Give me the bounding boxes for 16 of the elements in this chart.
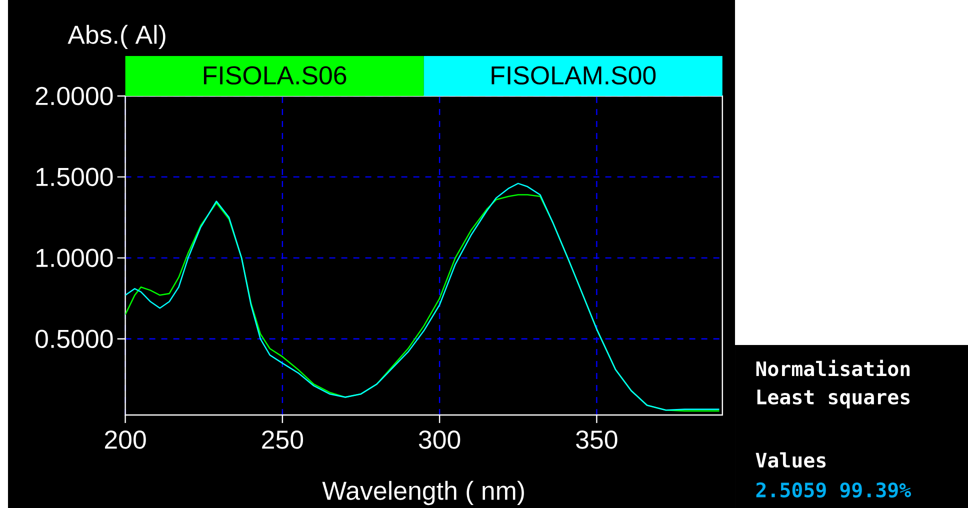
text: Values xyxy=(756,452,826,468)
text: Normalisation xyxy=(756,360,910,376)
y-tick-label: 1.0000 xyxy=(36,248,113,268)
x-axis-title: Wavelength ( nm) xyxy=(322,480,524,506)
x-tick-label: 200 xyxy=(104,430,146,449)
y-axis-title: Abs.( Al) xyxy=(68,24,166,50)
text: FISOLAM.S00 xyxy=(492,66,656,85)
x-tick-label: 350 xyxy=(576,430,618,449)
text: Least squares xyxy=(757,390,910,408)
text: FISOLA.S06 xyxy=(204,66,346,85)
y-tick-label: 0.5000 xyxy=(36,330,113,348)
y-tick-label: 1.5000 xyxy=(36,168,113,186)
text: 2.5059 99.39% xyxy=(756,482,912,498)
x-tick-label: 300 xyxy=(418,430,460,449)
x-tick-label: 250 xyxy=(262,430,304,449)
y-tick-label: 2.0000 xyxy=(36,86,113,106)
